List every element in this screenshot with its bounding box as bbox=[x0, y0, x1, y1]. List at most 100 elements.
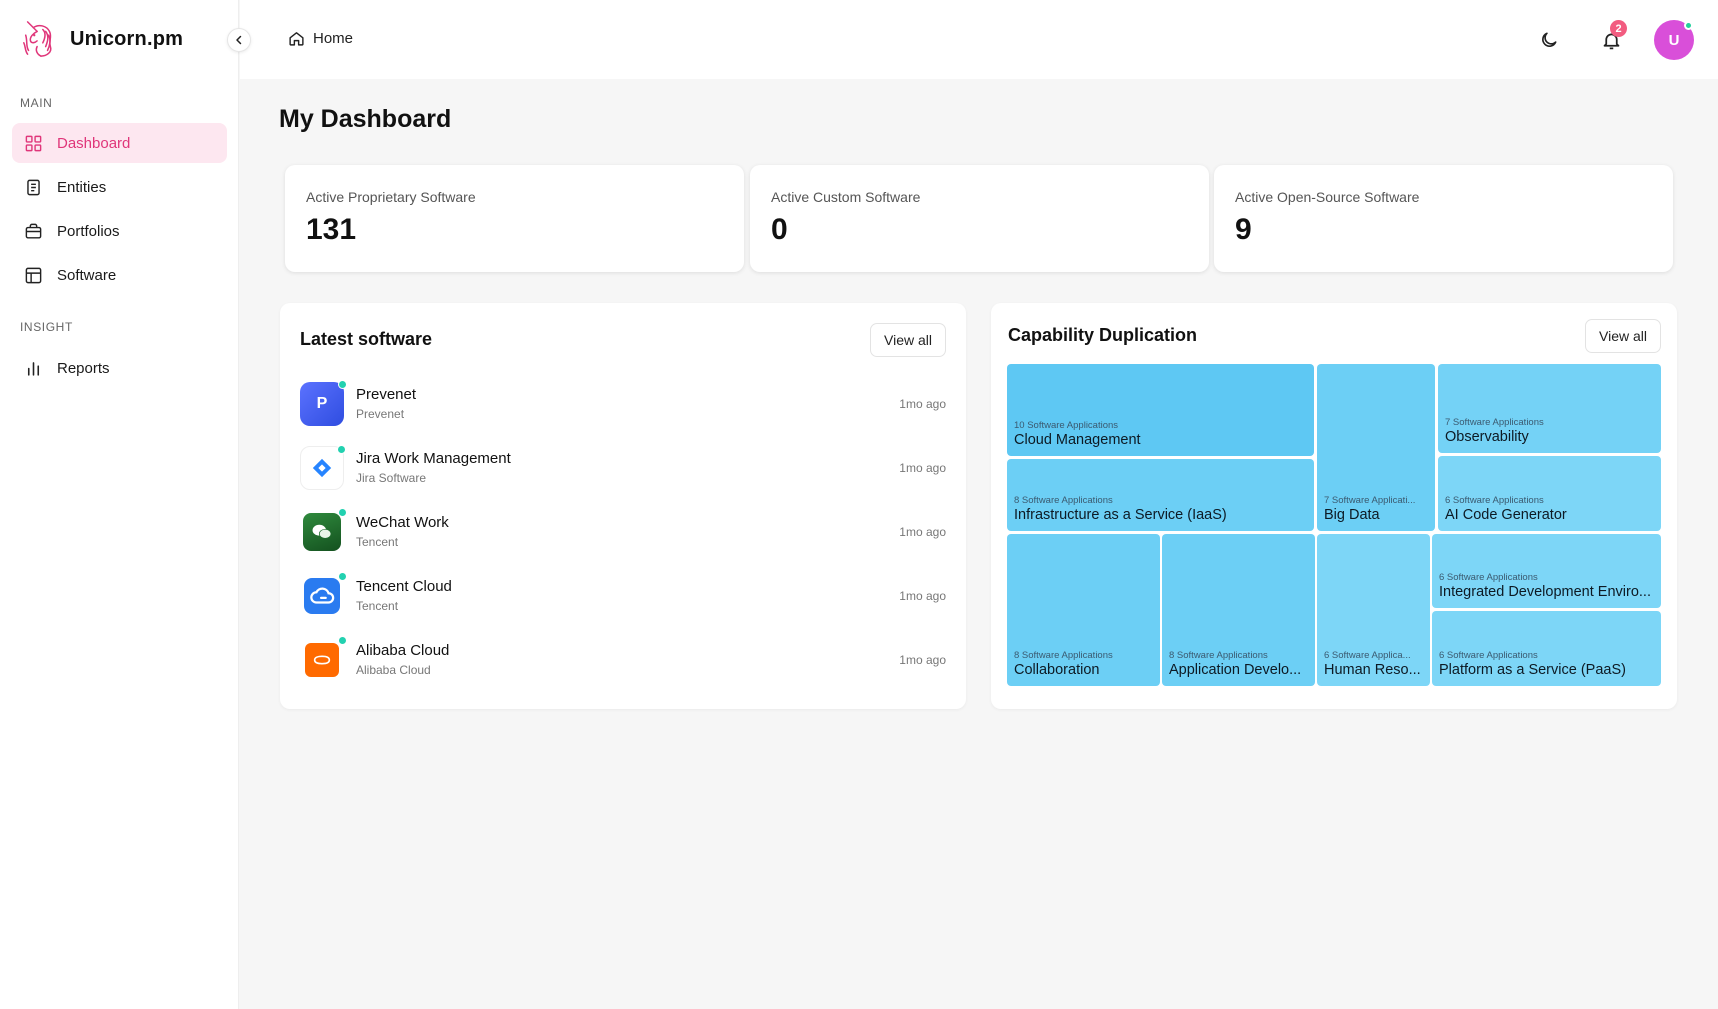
software-time: 1mo ago bbox=[899, 525, 946, 539]
treemap-tile[interactable]: 7 Software Applications Observability bbox=[1438, 364, 1661, 453]
treemap-tile[interactable]: 6 Software Applica... Human Reso... bbox=[1317, 534, 1430, 686]
chevron-left-icon bbox=[236, 35, 242, 45]
tile-count: 6 Software Applications bbox=[1439, 650, 1538, 661]
software-name: Alibaba Cloud bbox=[356, 642, 450, 659]
tile-name: Cloud Management bbox=[1014, 432, 1141, 448]
stat-value: 0 bbox=[771, 213, 788, 246]
software-list-item[interactable]: WeChat Work Tencent 1mo ago bbox=[300, 508, 946, 556]
tile-count: 6 Software Applica... bbox=[1324, 650, 1411, 661]
treemap-tile[interactable]: 6 Software Applications AI Code Generato… bbox=[1438, 456, 1661, 531]
notification-count-badge: 2 bbox=[1610, 20, 1627, 37]
alibaba-cloud-logo-icon bbox=[300, 636, 347, 682]
breadcrumb[interactable]: Home bbox=[288, 30, 353, 47]
grid-icon bbox=[25, 135, 42, 151]
stat-card-custom: Active Custom Software 0 bbox=[750, 165, 1209, 272]
capability-duplication-panel: Capability Duplication View all 10 Softw… bbox=[991, 303, 1677, 709]
software-list-item[interactable]: Jira Work Management Jira Software 1mo a… bbox=[300, 444, 946, 492]
sidebar-item-entities[interactable]: Entities bbox=[12, 167, 227, 207]
sidebar-item-software[interactable]: Software bbox=[12, 255, 227, 295]
top-actions: 2 U bbox=[1530, 20, 1694, 60]
tile-name: Observability bbox=[1445, 429, 1529, 445]
collapse-sidebar-button[interactable] bbox=[227, 28, 251, 52]
sidebar-item-label: Portfolios bbox=[57, 222, 120, 240]
sidebar-item-portfolios[interactable]: Portfolios bbox=[12, 211, 227, 251]
capability-title: Capability Duplication bbox=[1008, 325, 1198, 345]
software-time: 1mo ago bbox=[899, 589, 946, 603]
software-vendor: Tencent bbox=[356, 599, 399, 613]
top-bar: Home 2 U bbox=[240, 0, 1718, 79]
latest-software-title: Latest software bbox=[300, 329, 433, 349]
tile-count: 8 Software Applications bbox=[1169, 650, 1268, 661]
software-vendor: Alibaba Cloud bbox=[356, 663, 431, 677]
capability-treemap: 10 Software Applications Cloud Managemen… bbox=[1007, 364, 1661, 686]
sidebar-item-reports[interactable]: Reports bbox=[12, 348, 227, 388]
treemap-tile[interactable]: 8 Software Applications Collaboration bbox=[1007, 534, 1160, 686]
tile-name: AI Code Generator bbox=[1445, 507, 1567, 523]
tile-count: 6 Software Applications bbox=[1445, 495, 1544, 506]
capability-view-all-button[interactable]: View all bbox=[1585, 319, 1661, 353]
treemap-tile[interactable]: 7 Software Applicati... Big Data bbox=[1317, 364, 1435, 531]
tencent-cloud-logo-icon bbox=[300, 572, 347, 618]
tile-count: 7 Software Applications bbox=[1445, 417, 1544, 428]
avatar-initial: U bbox=[1668, 31, 1680, 49]
stat-value: 131 bbox=[306, 213, 357, 246]
software-vendor: Tencent bbox=[356, 535, 399, 549]
tile-count: 8 Software Applications bbox=[1014, 650, 1113, 661]
software-list-item[interactable]: Alibaba Cloud Alibaba Cloud 1mo ago bbox=[300, 636, 946, 684]
active-status-dot bbox=[338, 572, 347, 581]
active-status-dot bbox=[338, 380, 347, 389]
tile-name: Platform as a Service (PaaS) bbox=[1439, 662, 1626, 678]
software-icon-letter: P bbox=[316, 395, 328, 412]
active-status-dot bbox=[338, 636, 347, 645]
page-title: My Dashboard bbox=[279, 105, 452, 133]
online-status-dot bbox=[1684, 21, 1693, 30]
user-avatar[interactable]: U bbox=[1654, 20, 1694, 60]
notifications-button[interactable]: 2 bbox=[1592, 20, 1630, 59]
tile-name: Human Reso... bbox=[1324, 662, 1421, 678]
treemap-tile[interactable]: 8 Software Applications Infrastructure a… bbox=[1007, 459, 1314, 531]
sidebar-item-label: Dashboard bbox=[57, 134, 131, 152]
sidebar-item-dashboard[interactable]: Dashboard bbox=[12, 123, 227, 163]
brand[interactable]: Unicorn.pm bbox=[20, 18, 183, 60]
stat-card-open-source: Active Open-Source Software 9 bbox=[1214, 165, 1673, 272]
stat-value: 9 bbox=[1235, 213, 1252, 246]
tile-count: 10 Software Applications bbox=[1014, 420, 1119, 431]
software-time: 1mo ago bbox=[899, 397, 946, 411]
stat-label: Active Open-Source Software bbox=[1235, 189, 1420, 205]
nav-section-main: MAIN bbox=[20, 96, 53, 110]
treemap-tile[interactable]: 8 Software Applications Application Deve… bbox=[1162, 534, 1315, 686]
treemap-tile[interactable]: 6 Software Applications Integrated Devel… bbox=[1432, 534, 1661, 608]
software-time: 1mo ago bbox=[899, 461, 946, 475]
jira-logo-icon bbox=[300, 445, 346, 490]
home-icon bbox=[289, 32, 304, 46]
software-list-item[interactable]: Tencent Cloud Tencent 1mo ago bbox=[300, 572, 946, 620]
software-time: 1mo ago bbox=[899, 653, 946, 667]
tile-name: Application Develo... bbox=[1169, 662, 1302, 678]
document-icon bbox=[27, 179, 40, 195]
breadcrumb-home: Home bbox=[313, 30, 354, 47]
unicorn-logo-icon bbox=[23, 21, 52, 57]
tile-name: Big Data bbox=[1324, 507, 1380, 523]
sidebar-item-label: Entities bbox=[57, 178, 107, 196]
moon-icon bbox=[1542, 32, 1557, 47]
sidebar-item-label: Software bbox=[57, 266, 117, 284]
software-list-item[interactable]: P Prevenet Prevenet 1mo ago bbox=[300, 380, 946, 428]
tile-name: Infrastructure as a Service (IaaS) bbox=[1014, 507, 1227, 523]
sidebar: Unicorn.pm MAIN Dashboard Entities Portf… bbox=[0, 0, 239, 1009]
software-vendor: Jira Software bbox=[356, 471, 427, 485]
stat-label: Active Proprietary Software bbox=[306, 189, 476, 205]
stat-label: Active Custom Software bbox=[771, 189, 921, 205]
software-name: WeChat Work bbox=[356, 514, 449, 531]
tile-name: Integrated Development Enviro... bbox=[1439, 584, 1651, 600]
active-status-dot bbox=[338, 508, 347, 517]
latest-view-all-button[interactable]: View all bbox=[870, 323, 946, 357]
treemap-tile[interactable]: 6 Software Applications Platform as a Se… bbox=[1432, 611, 1661, 686]
treemap-tile[interactable]: 10 Software Applications Cloud Managemen… bbox=[1007, 364, 1314, 456]
layout-icon bbox=[25, 267, 42, 283]
sidebar-item-label: Reports bbox=[57, 359, 110, 377]
active-status-dot bbox=[337, 445, 346, 454]
theme-toggle-button[interactable] bbox=[1530, 21, 1568, 59]
software-name: Prevenet bbox=[356, 386, 417, 403]
latest-software-panel: Latest software View all P Prevenet Prev… bbox=[280, 303, 966, 709]
software-name: Jira Work Management bbox=[356, 450, 511, 467]
